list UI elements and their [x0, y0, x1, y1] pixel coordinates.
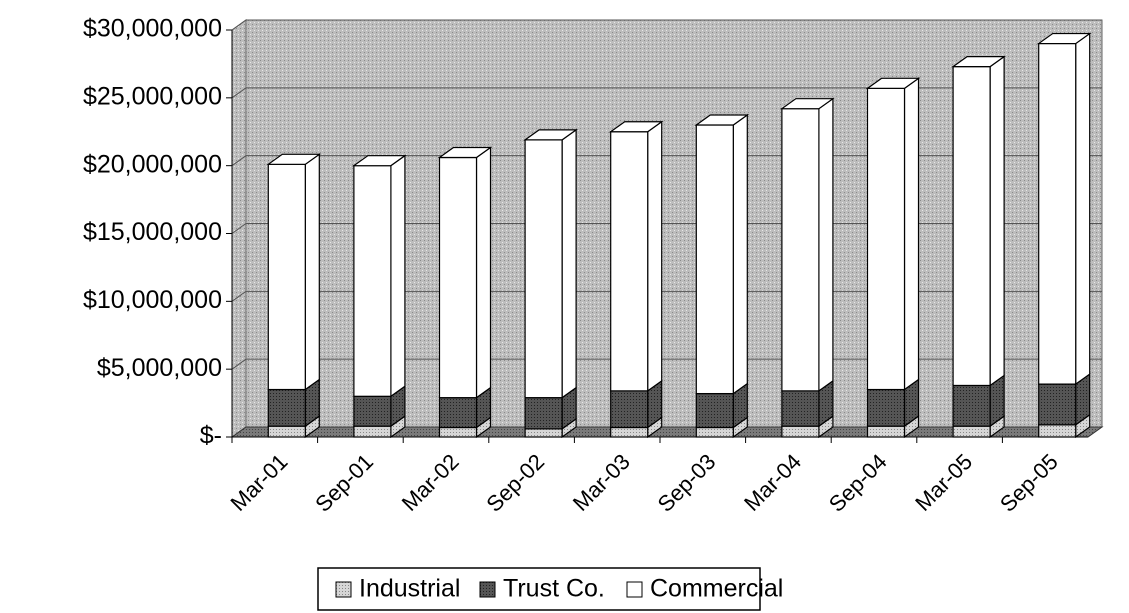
bar-segment: [866, 87, 906, 391]
bar-segment: [952, 425, 991, 438]
y-tick-label: $30,000,000: [83, 15, 222, 43]
x-tick-label: Mar-01: [225, 449, 292, 516]
x-tick-label: Mar-04: [739, 449, 806, 516]
y-tick-label: $20,000,000: [83, 150, 222, 178]
bar-segment: [952, 66, 991, 387]
bar-segment: [695, 426, 734, 438]
bar-top: [865, 77, 921, 89]
bar-segment: [952, 384, 991, 427]
bar-segment: [524, 428, 563, 438]
bar-segment: [353, 425, 392, 438]
x-tick-label: Mar-05: [910, 449, 977, 516]
bar-segment: [1038, 383, 1077, 426]
bar-top: [608, 121, 664, 133]
grid-line: [231, 19, 1102, 31]
bar-top: [437, 146, 493, 159]
bar-segment: [695, 124, 734, 395]
bar-segment: [524, 397, 563, 430]
bar-segment: [610, 131, 649, 392]
x-tick-label: Sep-02: [481, 449, 549, 517]
legend: Industrial Trust Co. Commercial: [317, 567, 783, 611]
bar-segment: [353, 395, 392, 427]
x-tick-label: Mar-02: [397, 449, 464, 516]
legend-swatch: [479, 581, 496, 598]
bar-segment: [1038, 424, 1077, 438]
bar-top: [780, 98, 835, 110]
bar-segment: [866, 425, 906, 438]
bar-top: [1036, 32, 1092, 45]
bar-segment: [438, 156, 478, 399]
legend-swatch: [626, 581, 643, 598]
x-tick-label: Sep-04: [824, 449, 892, 517]
bar-top: [266, 153, 322, 165]
bar-side: [818, 97, 834, 393]
bar-segment: [1038, 42, 1077, 385]
bar-side: [561, 128, 577, 399]
bar-segment: [781, 390, 820, 427]
bar-side: [1075, 32, 1091, 386]
bar-segment: [781, 108, 820, 392]
bar-top: [523, 129, 578, 141]
y-tick-label: $5,000,000: [97, 354, 222, 382]
legend-label: Commercial: [650, 575, 783, 603]
bar-side: [989, 55, 1005, 387]
legend-label: Industrial: [359, 575, 460, 603]
legend-swatch: [335, 581, 352, 598]
bar-segment: [438, 397, 478, 429]
x-tick-label: Sep-01: [310, 449, 378, 517]
bar-side: [304, 153, 320, 391]
legend-box: [317, 567, 761, 611]
bar-segment: [610, 390, 649, 429]
x-tick-label: Mar-03: [568, 449, 635, 516]
bar-segment: [267, 163, 306, 391]
y-tick-label: $15,000,000: [83, 218, 222, 246]
bar-segment: [524, 139, 563, 399]
bar-top: [694, 114, 750, 126]
bar-side: [732, 113, 748, 395]
bar-segment: [438, 426, 478, 438]
grid-line: [231, 87, 1102, 99]
bar-side: [475, 146, 492, 399]
bar-side: [390, 154, 406, 398]
bar-side: [647, 120, 663, 393]
bar-top: [951, 56, 1006, 68]
bar-segment: [695, 392, 734, 429]
x-tick-label: Sep-03: [653, 449, 721, 517]
y-tick-label: $10,000,000: [83, 286, 222, 314]
bar-side: [903, 77, 920, 391]
bar-segment: [610, 426, 649, 438]
bar-segment: [866, 388, 906, 427]
bar-segment: [353, 165, 392, 397]
y-tick-label: $25,000,000: [83, 82, 222, 110]
bar-segment: [781, 425, 820, 438]
bar-top: [352, 155, 407, 167]
bar-segment: [267, 425, 306, 438]
bar-segment: [267, 388, 306, 427]
y-tick-label: $-: [200, 422, 222, 450]
x-tick-label: Sep-05: [995, 449, 1063, 517]
legend-label: Trust Co.: [503, 575, 605, 603]
